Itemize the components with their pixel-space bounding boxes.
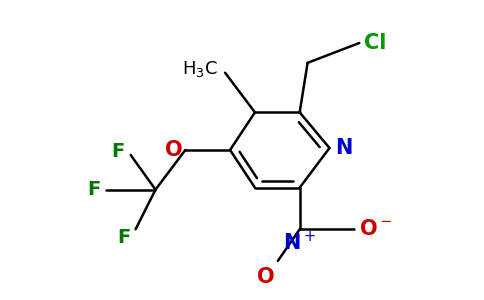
Text: Cl: Cl (364, 33, 387, 53)
Text: F: F (88, 180, 101, 199)
Text: O: O (257, 267, 275, 287)
Text: H$_3$C: H$_3$C (182, 59, 218, 79)
Text: N$^+$: N$^+$ (283, 231, 316, 254)
Text: O: O (165, 140, 182, 160)
Text: O$^-$: O$^-$ (359, 219, 393, 239)
Text: F: F (118, 228, 131, 247)
Text: N: N (335, 138, 353, 158)
Text: F: F (111, 142, 125, 161)
